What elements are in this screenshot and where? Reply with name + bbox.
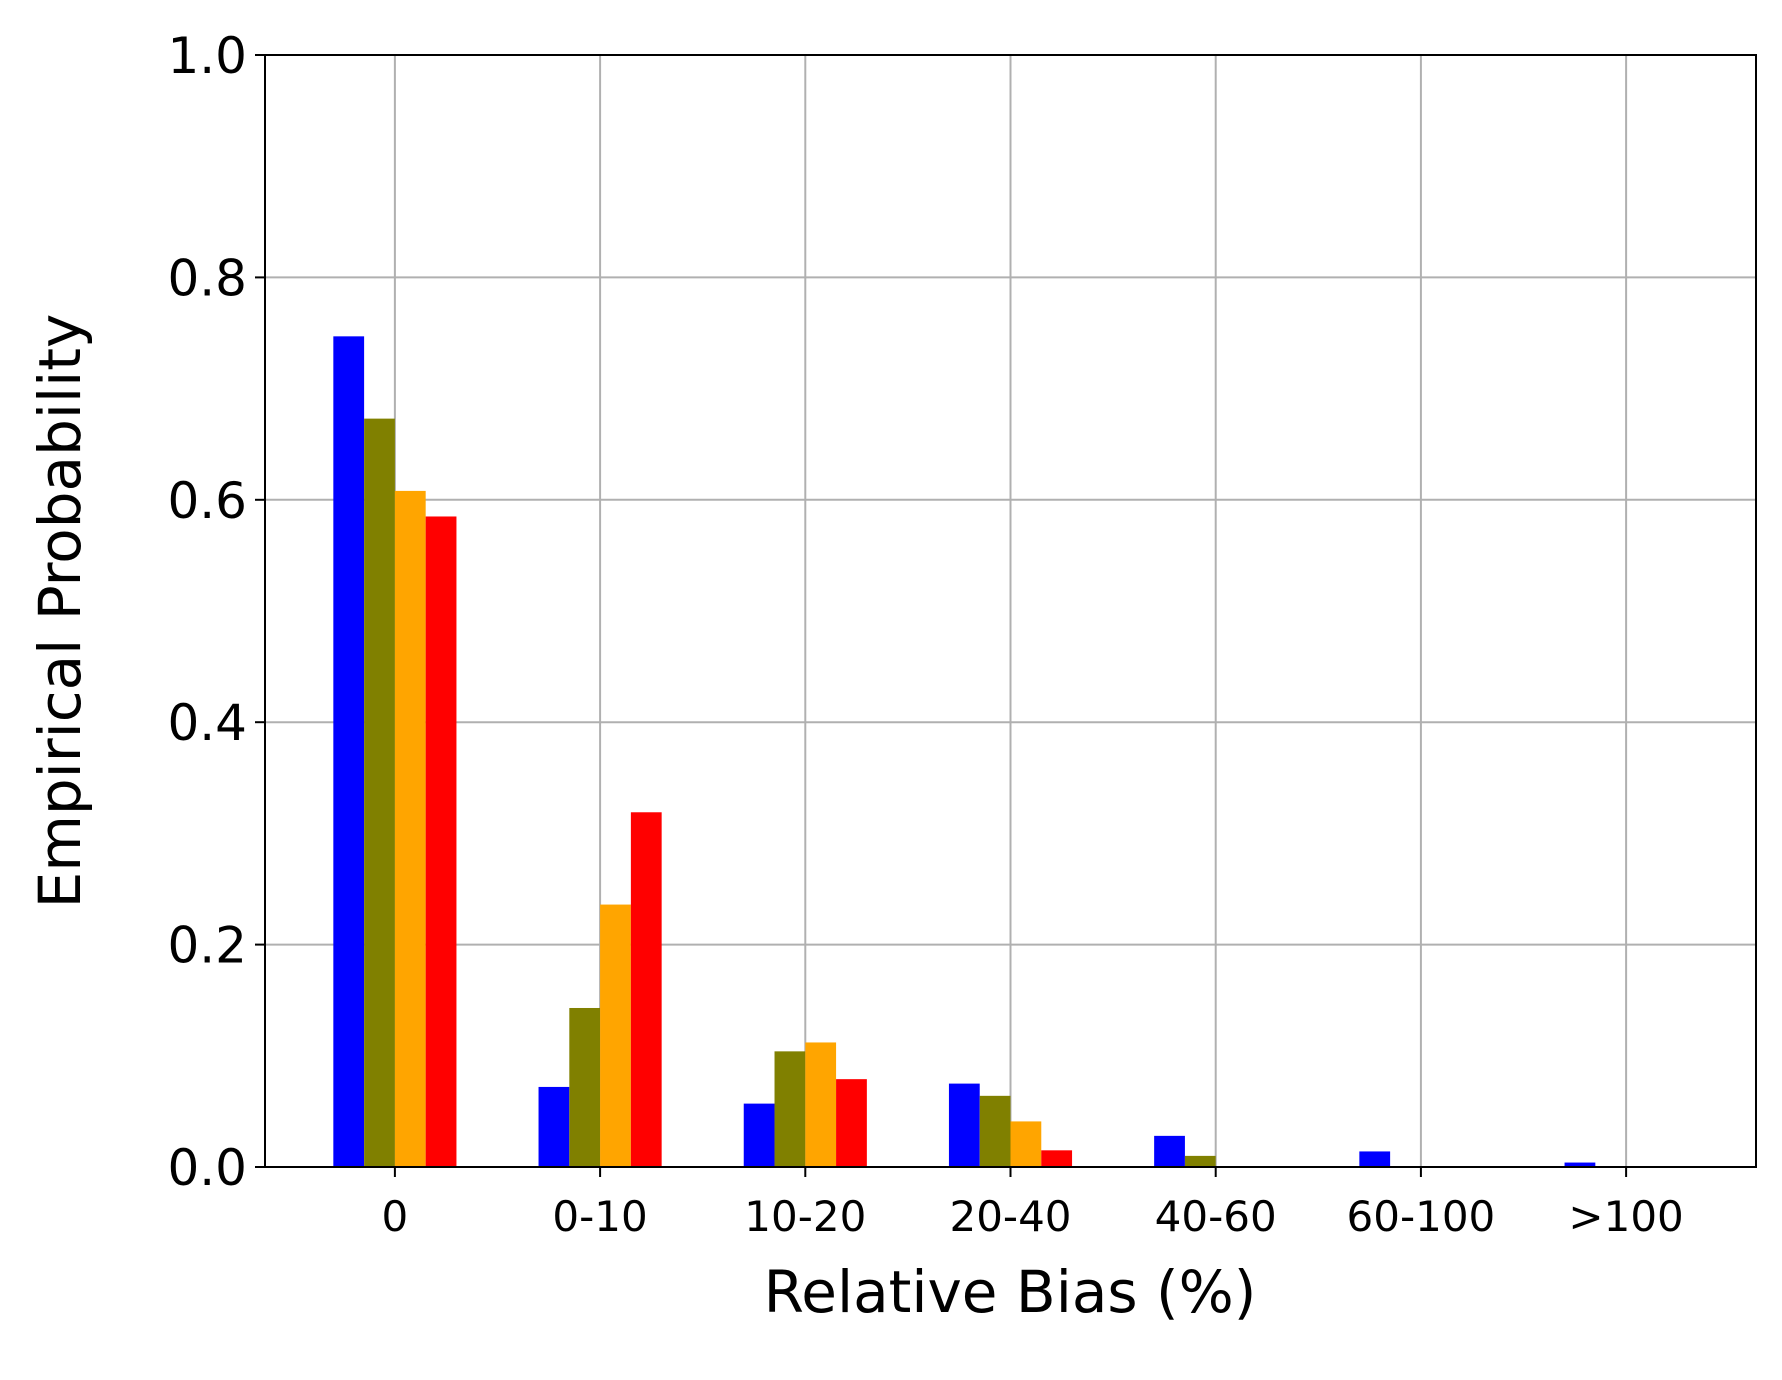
x-axis-label: Relative Bias (%): [764, 1258, 1257, 1326]
bar: [836, 1079, 867, 1167]
bar: [1041, 1150, 1073, 1167]
bar: [805, 1042, 837, 1167]
bar: [743, 1103, 775, 1167]
x-tick-label: 20-40: [949, 1192, 1071, 1241]
x-tick-label: >100: [1568, 1192, 1683, 1241]
bar: [979, 1095, 1011, 1167]
bar: [333, 336, 365, 1167]
bar: [948, 1083, 980, 1167]
x-tick-label: 0: [382, 1192, 409, 1241]
bars: [333, 336, 1596, 1167]
bar: [1154, 1135, 1185, 1167]
ticks: 0.0 0.2 0.4 0.6 0.8 1.0 0 0-10 10-20 20-40 40-60 60…: [167, 27, 1683, 1241]
y-axis-label: Empirical Probability: [26, 314, 94, 909]
bar: [1359, 1151, 1391, 1167]
bar: [394, 490, 426, 1167]
bar: [538, 1086, 570, 1167]
y-tick-label: 0.8: [167, 249, 247, 307]
bar: [1564, 1162, 1596, 1167]
bar: [630, 812, 662, 1167]
y-tick-label: 1.0: [167, 27, 247, 85]
x-tick-label: 0-10: [552, 1192, 647, 1241]
y-tick-label: 0.4: [167, 694, 247, 752]
bar: [1184, 1155, 1216, 1167]
y-tick-label: 0.2: [167, 917, 247, 975]
x-tick-label: 60-100: [1347, 1192, 1496, 1241]
x-tick-label: 10-20: [744, 1192, 866, 1241]
bar: [569, 1007, 601, 1167]
bar: [364, 418, 395, 1167]
bar: [600, 904, 631, 1167]
bar: [774, 1051, 806, 1167]
x-tick-label: 40-60: [1155, 1192, 1277, 1241]
bar: [1010, 1121, 1042, 1167]
y-tick-label: 0.0: [167, 1139, 247, 1197]
y-tick-label: 0.6: [167, 472, 247, 530]
grid: [265, 54, 1756, 1168]
bar: [425, 516, 457, 1167]
